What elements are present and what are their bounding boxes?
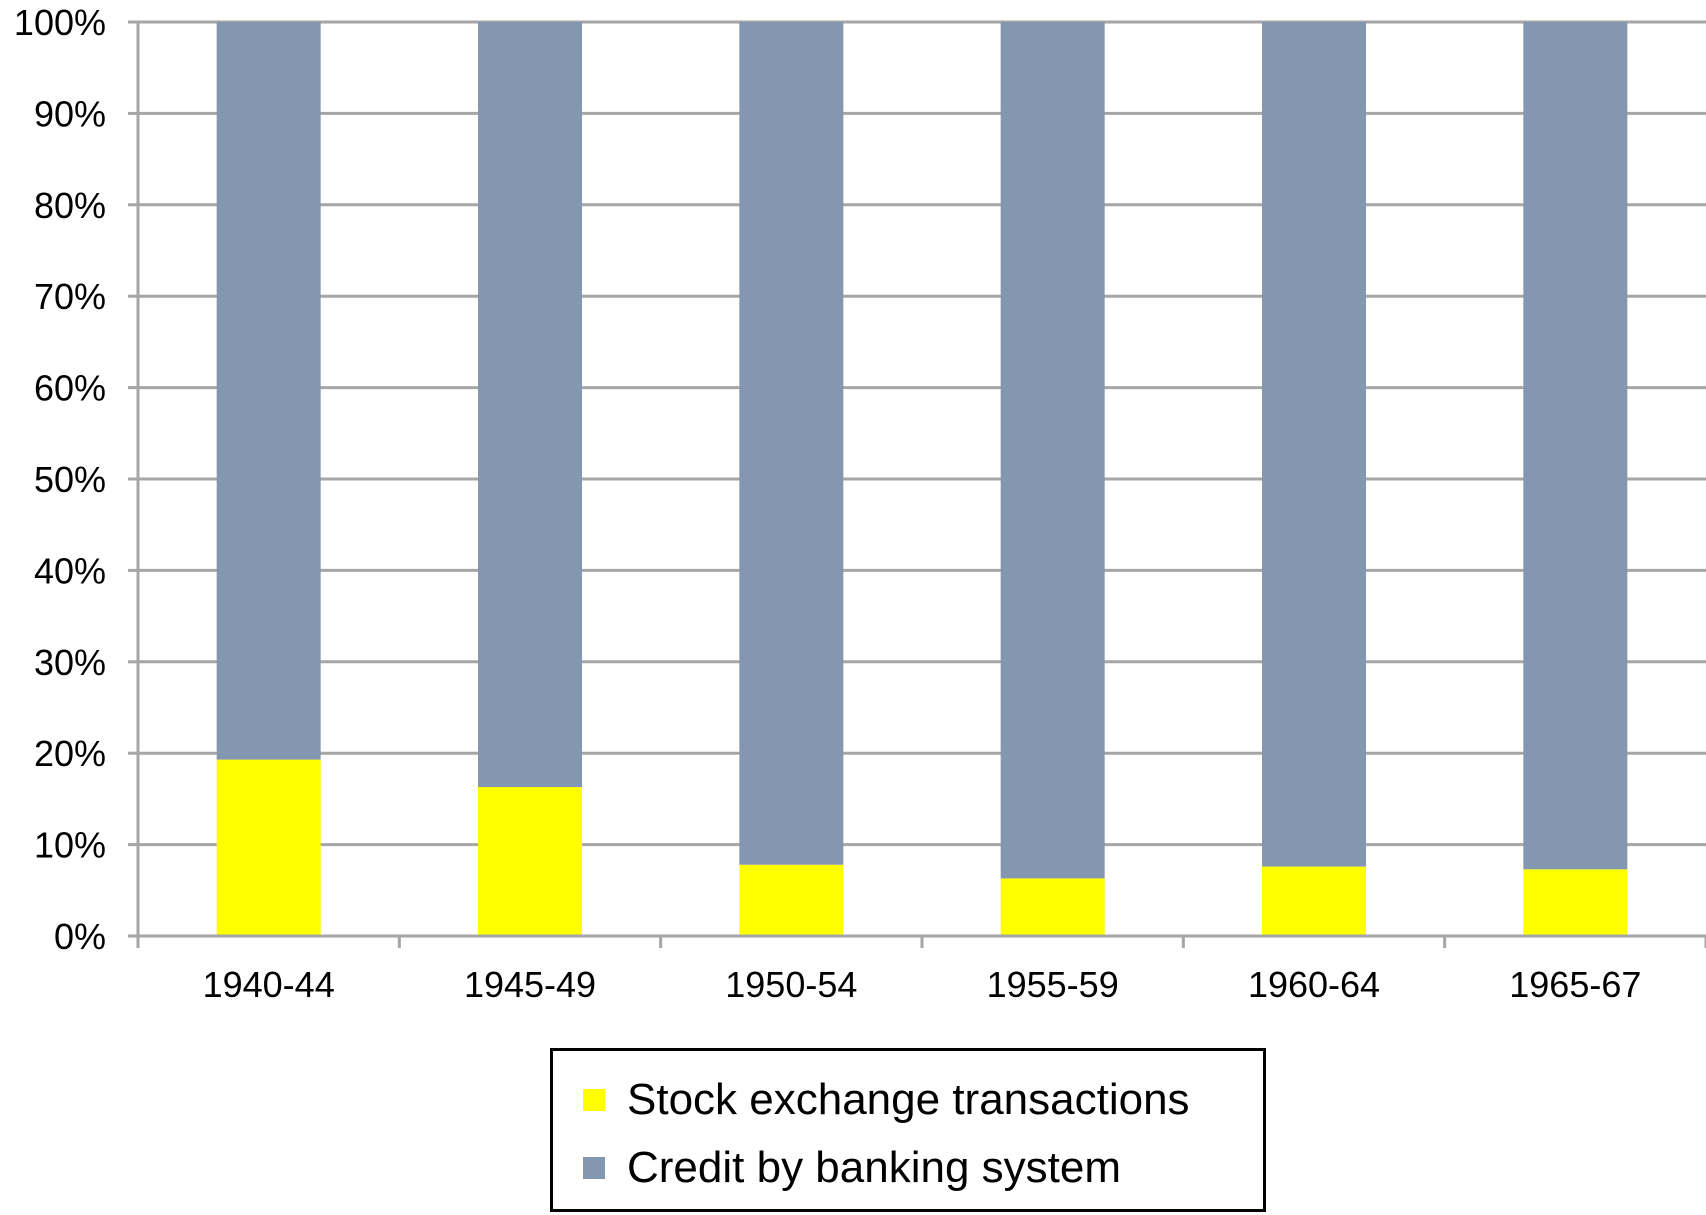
y-tick-label-3: 30% (34, 642, 106, 683)
y-tick-label-7: 70% (34, 276, 106, 317)
y-tick-labels: 0% 10% 20% 30% 40% 50% 60% 70% 80% 90% 100% (14, 2, 106, 957)
y-tick-label-5: 50% (34, 459, 106, 500)
x-tick-label-2: 1950-54 (725, 964, 857, 1005)
gridlines (138, 20, 1706, 847)
x-tick-label-3: 1955-59 (987, 964, 1119, 1005)
y-tick-label-6: 60% (34, 368, 106, 409)
bar-1940-44-series-0 (216, 759, 321, 936)
bar-1960-64-series-1 (1262, 22, 1366, 867)
x-tick-labels: 1940-44 1945-49 1950-54 1955-59 1960-64 1965-… (203, 964, 1642, 1005)
x-tick-label-5: 1965-67 (1509, 964, 1641, 1005)
y-tick-label-8: 80% (34, 185, 106, 226)
bar-1950-54-series-1 (739, 22, 844, 865)
stacked-bar-chart: 0% 10% 20% 30% 40% 50% 60% 70% 80% 90% 100% 1940-4… (14, 2, 1706, 1005)
legend-item-stock-exchange: Stock exchange transactions (583, 1075, 1190, 1125)
y-tick-label-2: 20% (34, 733, 106, 774)
legend-label-stock-exchange: Stock exchange transactions (627, 1075, 1190, 1124)
x-tick-label-0: 1940-44 (203, 964, 335, 1005)
bar-1940-44-series-1 (216, 22, 321, 760)
bars (216, 22, 1628, 936)
bar-1955-59-series-0 (1000, 878, 1105, 936)
bar-1965-67-series-0 (1523, 869, 1628, 936)
y-tick-label-9: 90% (34, 93, 106, 134)
bar-1945-49-series-1 (478, 22, 582, 788)
bar-1955-59-series-1 (1000, 22, 1105, 879)
bar-1945-49-series-0 (478, 787, 582, 936)
bar-1960-64-series-0 (1262, 866, 1366, 936)
bar-1965-67-series-1 (1523, 22, 1628, 870)
y-tick-label-4: 40% (34, 550, 106, 591)
legend-swatch-stock-exchange (583, 1089, 605, 1111)
y-tick-label-10: 100% (14, 2, 106, 43)
x-tick-label-1: 1945-49 (464, 964, 596, 1005)
legend-item-credit-banking: Credit by banking system (583, 1143, 1121, 1193)
y-tick-label-0: 0% (54, 916, 106, 957)
legend-swatch-credit-banking (583, 1157, 605, 1179)
legend-label-credit-banking: Credit by banking system (627, 1143, 1121, 1192)
axes (128, 20, 1706, 948)
legend: Stock exchange transactions Credit by ba… (550, 1048, 1266, 1212)
y-tick-label-1: 10% (34, 825, 106, 866)
x-tick-label-4: 1960-64 (1248, 964, 1380, 1005)
bar-1950-54-series-0 (739, 864, 844, 936)
